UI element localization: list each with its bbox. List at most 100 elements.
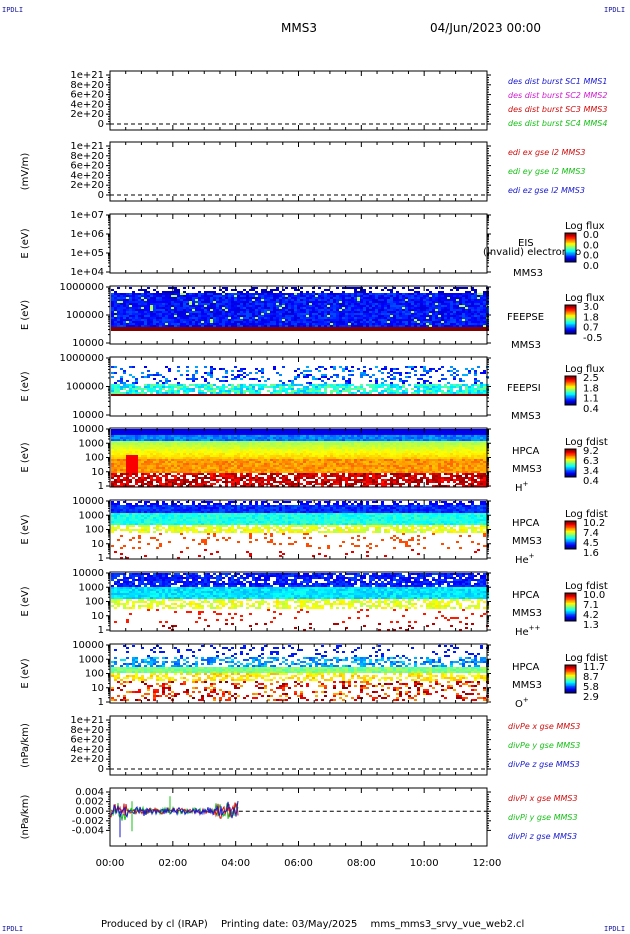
spectrogram-cell — [198, 433, 201, 435]
spectrogram-cell — [261, 309, 264, 311]
spectrogram-cell — [330, 376, 333, 378]
spectrogram-cell — [444, 311, 447, 313]
spectrogram-cell — [189, 481, 192, 483]
spectrogram-cell — [111, 449, 114, 451]
spectrogram-cell — [312, 303, 315, 305]
spectrogram-cell — [189, 451, 192, 453]
spectrogram-cell — [420, 293, 423, 295]
spectrogram-cell — [114, 388, 117, 390]
spectrogram-cell — [222, 384, 225, 386]
spectrogram-cell — [312, 386, 315, 388]
spectrogram-cell — [477, 313, 480, 315]
spectrogram-cell — [192, 453, 195, 455]
spectrogram-cell — [372, 307, 375, 309]
spectrogram-cell — [141, 471, 144, 473]
spectrogram-cell — [282, 388, 285, 390]
spectrogram-cell — [222, 321, 225, 323]
spectrogram-cell — [381, 368, 384, 370]
colorbar-step — [565, 237, 576, 240]
spectrogram-cell — [336, 323, 339, 325]
spectrogram-cell — [336, 309, 339, 311]
spectrogram-cell — [192, 447, 195, 449]
spectrogram-cell — [132, 471, 135, 473]
spectrogram-cell — [393, 329, 396, 331]
spectrogram-cell — [381, 297, 384, 299]
spectrogram-cell — [450, 317, 453, 319]
spectrogram-cell — [147, 443, 150, 445]
spectrogram-cell — [207, 431, 210, 433]
spectrogram-cell — [360, 293, 363, 295]
colorbar-step — [565, 319, 576, 322]
y-tick-label: 1e+21 — [70, 141, 104, 152]
spectrogram-cell — [120, 441, 123, 443]
spectrogram-cell — [216, 392, 219, 394]
spectrogram-cell — [384, 305, 387, 307]
spectrogram-cell — [150, 457, 153, 459]
spectrogram-cell — [240, 390, 243, 392]
spectrogram-cell — [303, 307, 306, 309]
spectrogram-cell — [396, 293, 399, 295]
spectrogram-cell — [141, 311, 144, 313]
spectrogram-cell — [168, 299, 171, 301]
spectrogram-cell — [306, 366, 309, 368]
spectrogram-cell — [321, 321, 324, 323]
spectrogram-cell — [126, 325, 129, 327]
spectrogram-cell — [447, 327, 450, 329]
spectrogram-cell — [219, 315, 222, 317]
spectrogram-cell — [213, 299, 216, 301]
spectrogram-cell — [309, 370, 312, 372]
spectrogram-cell — [186, 295, 189, 297]
spectrogram-cell — [192, 293, 195, 295]
spectrogram-cell — [111, 321, 114, 323]
spectrogram-cell — [123, 465, 126, 467]
spectrogram-cell — [294, 313, 297, 315]
spectrogram-cell — [246, 388, 249, 390]
spectrogram-cell — [372, 319, 375, 321]
spectrogram-cell — [249, 303, 252, 305]
spectrogram-cell — [210, 311, 213, 313]
y-tick-label: 1e+07 — [70, 210, 104, 221]
spectrogram-cell — [210, 317, 213, 319]
spectrogram-cell — [429, 327, 432, 329]
y-tick-label: 8e+20 — [70, 151, 104, 162]
spectrogram-cell — [186, 429, 189, 431]
spectrogram-cell — [378, 307, 381, 309]
spectrogram-cell — [207, 485, 210, 487]
spectrogram-cell — [375, 315, 378, 317]
spectrogram-cell — [201, 449, 204, 451]
spectrogram-cell — [291, 311, 294, 313]
spectrogram-cell — [129, 453, 132, 455]
spectrogram-cell — [354, 327, 357, 329]
spectrogram-cell — [306, 394, 309, 396]
spectrogram-cell — [183, 451, 186, 453]
spectrogram-cell — [150, 301, 153, 303]
spectrogram-cell — [282, 319, 285, 321]
spectrogram-cell — [156, 451, 159, 453]
spectrogram-cell — [468, 311, 471, 313]
spectrogram-cell — [342, 303, 345, 305]
spectrogram-cell — [138, 327, 141, 329]
spectrogram-cell — [393, 368, 396, 370]
spectrogram-cell — [156, 465, 159, 467]
colorbar-step — [565, 316, 576, 319]
spectrogram-cell — [159, 321, 162, 323]
spectrogram-cell — [420, 297, 423, 299]
spectrogram-cell — [153, 451, 156, 453]
spectrogram-cell — [201, 477, 204, 479]
spectrogram-cell — [390, 299, 393, 301]
spectrogram-cell — [348, 394, 351, 396]
spectrogram-cell — [288, 384, 291, 386]
spectrogram-cell — [147, 390, 150, 392]
spectrogram-cell — [228, 321, 231, 323]
spectrogram-cell — [210, 483, 213, 485]
spectrogram-cell — [285, 293, 288, 295]
spectrogram-cell — [423, 368, 426, 370]
spectrogram-cell — [114, 469, 117, 471]
spectrogram-cell — [201, 467, 204, 469]
spectrogram-cell — [132, 301, 135, 303]
spectrogram-cell — [144, 433, 147, 435]
spectrogram-cell — [207, 443, 210, 445]
spectrogram-cell — [126, 455, 129, 457]
spectrogram-cell — [396, 319, 399, 321]
spectrogram-cell — [240, 315, 243, 317]
